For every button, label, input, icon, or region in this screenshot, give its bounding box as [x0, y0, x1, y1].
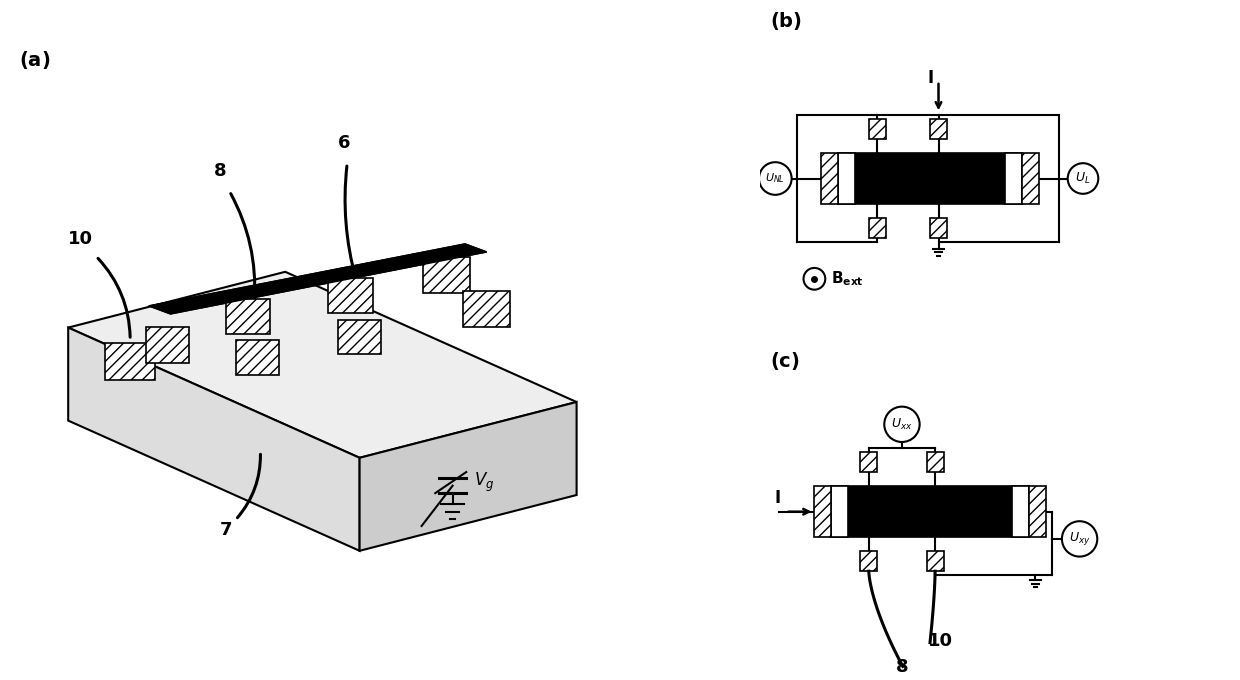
Bar: [337, 320, 382, 354]
Text: $U_{xx}$: $U_{xx}$: [892, 417, 913, 432]
Bar: [861, 551, 878, 571]
Bar: [838, 153, 856, 204]
Text: $U_{NL}$: $U_{NL}$: [765, 171, 785, 186]
Bar: [831, 486, 848, 537]
Text: 8: 8: [897, 658, 909, 675]
Text: $\mathbf{(b)}$: $\mathbf{(b)}$: [770, 10, 802, 32]
Circle shape: [1068, 163, 1099, 194]
Bar: [930, 119, 947, 139]
Polygon shape: [68, 272, 577, 458]
Bar: [1029, 486, 1045, 537]
Bar: [327, 278, 372, 313]
Bar: [1022, 153, 1039, 204]
Bar: [1012, 486, 1029, 537]
Bar: [869, 119, 885, 139]
Text: 10: 10: [929, 632, 954, 650]
Text: $U_{xy}$: $U_{xy}$: [1069, 530, 1090, 547]
Bar: [236, 340, 279, 375]
Bar: [831, 486, 1029, 537]
Text: $U_L$: $U_L$: [1075, 171, 1091, 186]
Polygon shape: [149, 244, 486, 314]
Bar: [869, 218, 885, 238]
Bar: [821, 153, 838, 204]
Circle shape: [759, 162, 791, 194]
Polygon shape: [360, 402, 577, 551]
Bar: [815, 486, 831, 537]
Text: 10: 10: [68, 230, 93, 248]
Bar: [838, 153, 1022, 204]
Polygon shape: [68, 328, 360, 551]
Text: $\mathbf{I}$: $\mathbf{I}$: [926, 69, 934, 86]
Bar: [861, 452, 878, 472]
Circle shape: [1061, 521, 1097, 556]
Text: $\mathbf{I}$: $\mathbf{I}$: [774, 489, 780, 507]
Bar: [1004, 153, 1022, 204]
Bar: [926, 551, 944, 571]
Text: $V_g$: $V_g$: [474, 471, 495, 494]
Text: 8: 8: [215, 162, 227, 180]
Circle shape: [804, 268, 826, 290]
Bar: [146, 327, 188, 363]
Bar: [423, 257, 470, 293]
Bar: [464, 291, 510, 327]
Text: $\mathbf{(a)}$: $\mathbf{(a)}$: [19, 48, 50, 71]
Bar: [105, 343, 155, 380]
Polygon shape: [149, 244, 486, 314]
Text: 7: 7: [221, 522, 233, 539]
Circle shape: [884, 407, 920, 442]
Text: $\mathbf{(c)}$: $\mathbf{(c)}$: [770, 350, 800, 372]
Text: $\mathbf{B_{ext}}$: $\mathbf{B_{ext}}$: [831, 269, 863, 288]
Bar: [226, 299, 270, 334]
Bar: [926, 452, 944, 472]
Text: 6: 6: [337, 134, 351, 152]
Bar: [930, 218, 947, 238]
